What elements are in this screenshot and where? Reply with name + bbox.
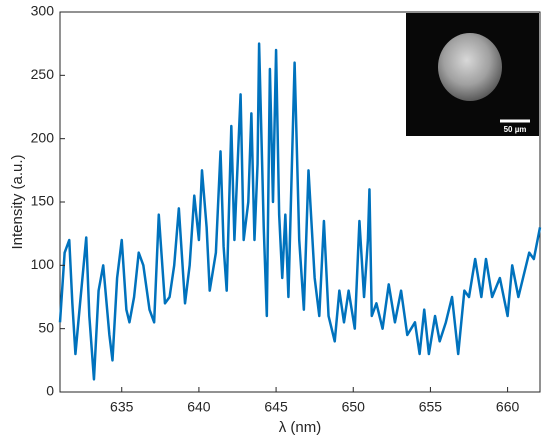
x-tick-label: 640	[187, 399, 211, 415]
x-tick-label: 655	[419, 399, 443, 415]
x-tick-label: 645	[264, 399, 288, 415]
x-tick-label: 635	[110, 399, 134, 415]
x-tick-label: 650	[342, 399, 366, 415]
scale-bar-label: 50 µm	[504, 125, 527, 134]
y-tick-label: 50	[38, 319, 54, 335]
y-tick-label: 150	[31, 193, 55, 209]
y-tick-label: 250	[31, 66, 55, 82]
inset-image: 50 µm	[406, 13, 539, 136]
y-axis-label: Intensity (a.u.)	[9, 154, 26, 249]
spectrum-line	[58, 42, 542, 381]
y-tick-label: 200	[31, 129, 55, 145]
inset-cell	[438, 33, 502, 101]
x-axis-label: λ (nm)	[279, 419, 322, 436]
y-tick-label: 100	[31, 256, 55, 272]
x-tick-label: 660	[496, 399, 520, 415]
y-tick-label: 0	[46, 383, 54, 399]
y-tick-label: 300	[31, 3, 55, 19]
